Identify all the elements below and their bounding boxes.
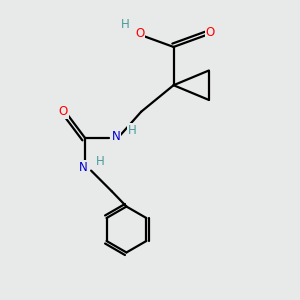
Text: H: H	[121, 18, 129, 32]
Text: O: O	[135, 27, 144, 40]
Text: N: N	[112, 130, 121, 143]
Text: O: O	[206, 26, 215, 39]
Text: H: H	[128, 124, 137, 137]
Text: N: N	[80, 161, 88, 174]
Text: H: H	[96, 155, 104, 168]
Text: O: O	[58, 105, 68, 118]
